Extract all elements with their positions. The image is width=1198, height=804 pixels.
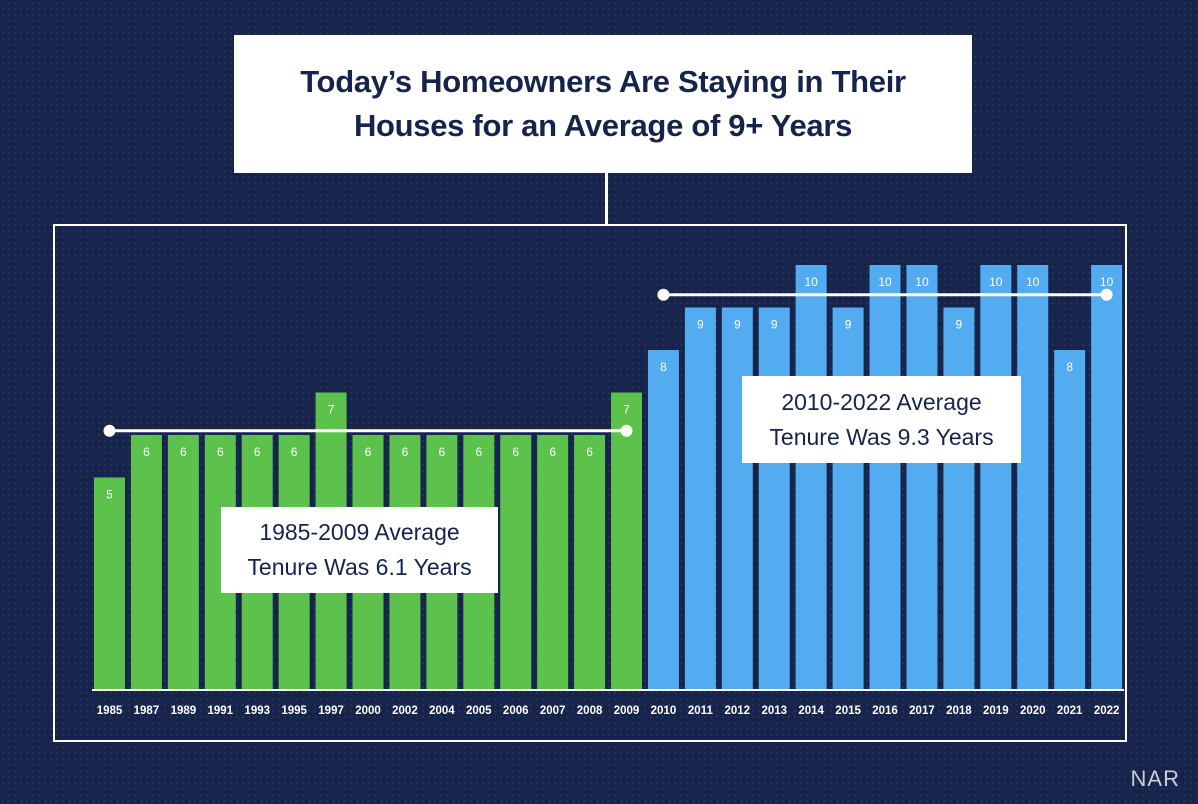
- x-tick-label-2005: 2005: [466, 705, 492, 717]
- bar-value-label-2015: 9: [845, 318, 852, 332]
- bar-value-label-1989: 6: [180, 445, 187, 459]
- early-average-end-dot: [620, 424, 633, 437]
- x-tick-label-2004: 2004: [429, 705, 455, 717]
- bar-value-label-2012: 9: [734, 318, 741, 332]
- bar-value-label-2005: 6: [475, 445, 482, 459]
- x-tick-label-1997: 1997: [318, 705, 344, 717]
- bar-value-label-2004: 6: [439, 445, 446, 459]
- bar-2010: [647, 350, 679, 690]
- bar-1989: [167, 435, 199, 690]
- bar-2008: [574, 435, 606, 690]
- chart-title: Today’s Homeowners Are Staying in Their …: [300, 64, 906, 143]
- bar-2022: [1091, 265, 1123, 690]
- bar-value-label-2007: 6: [549, 445, 556, 459]
- bar-value-label-2013: 9: [771, 318, 778, 332]
- recent-average-label-box: 2010-2022 Average Tenure Was 9.3 Years: [742, 376, 1021, 463]
- bar-value-label-2000: 6: [365, 445, 372, 459]
- bar-value-label-2006: 6: [512, 445, 519, 459]
- x-tick-label-2015: 2015: [835, 705, 861, 717]
- title-connector-line: [605, 173, 608, 225]
- bar-2013: [758, 307, 790, 690]
- bar-value-label-2021: 8: [1066, 360, 1073, 374]
- bar-value-label-1985: 5: [106, 488, 113, 502]
- bar-value-label-2009: 7: [623, 403, 630, 417]
- x-tick-label-2010: 2010: [651, 705, 677, 717]
- bar-value-label-2016: 10: [878, 275, 892, 289]
- bar-2012: [721, 307, 753, 690]
- bar-value-label-2020: 10: [1026, 275, 1040, 289]
- x-tick-label-2020: 2020: [1020, 705, 1046, 717]
- x-tick-label-2000: 2000: [355, 705, 381, 717]
- x-tick-label-2019: 2019: [983, 705, 1009, 717]
- x-tick-label-2018: 2018: [946, 705, 972, 717]
- x-tick-label-1985: 1985: [97, 705, 123, 717]
- early-average-start-dot: [103, 424, 116, 437]
- x-tick-label-2014: 2014: [798, 705, 824, 717]
- x-tick-label-2008: 2008: [577, 705, 603, 717]
- bar-2020: [1017, 265, 1049, 690]
- bar-2019: [980, 265, 1012, 690]
- bar-2006: [500, 435, 532, 690]
- bar-value-label-2014: 10: [804, 275, 818, 289]
- brand-logo-nar: NAR: [1130, 766, 1180, 791]
- bar-value-label-2022: 10: [1100, 275, 1114, 289]
- bar-2016: [869, 265, 901, 690]
- x-tick-label-2022: 2022: [1094, 705, 1120, 717]
- bar-value-label-2008: 6: [586, 445, 593, 459]
- x-tick-label-1991: 1991: [207, 705, 233, 717]
- bar-2014: [795, 265, 827, 690]
- bar-value-label-2002: 6: [402, 445, 409, 459]
- bar-2017: [906, 265, 938, 690]
- recent-average-start-dot: [657, 288, 670, 301]
- bar-value-label-2018: 9: [956, 318, 963, 332]
- bar-1987: [130, 435, 162, 690]
- x-tick-label-2017: 2017: [909, 705, 935, 717]
- chart-frame: [53, 224, 1127, 742]
- x-tick-label-1989: 1989: [171, 705, 197, 717]
- early-average-label: 1985-2009 Average Tenure Was 6.1 Years: [247, 519, 472, 580]
- recent-average-label: 2010-2022 Average Tenure Was 9.3 Years: [769, 388, 994, 450]
- bar-value-label-2017: 10: [915, 275, 929, 289]
- bar-value-label-2010: 8: [660, 360, 667, 374]
- bar-2009: [611, 392, 643, 690]
- x-tick-label-1995: 1995: [281, 705, 307, 717]
- recent-average-end-dot: [1100, 288, 1113, 301]
- bar-2015: [832, 307, 864, 690]
- bar-2021: [1054, 350, 1086, 690]
- chart-title-box: Today’s Homeowners Are Staying in Their …: [234, 35, 972, 173]
- bar-2011: [684, 307, 716, 690]
- bar-value-label-2019: 10: [989, 275, 1003, 289]
- x-tick-label-2021: 2021: [1057, 705, 1083, 717]
- x-tick-label-2012: 2012: [725, 705, 751, 717]
- x-tick-label-2016: 2016: [872, 705, 898, 717]
- x-tick-label-2011: 2011: [688, 705, 714, 717]
- bar-value-label-1995: 6: [291, 445, 298, 459]
- x-tick-label-1993: 1993: [244, 705, 270, 717]
- x-tick-label-2006: 2006: [503, 705, 529, 717]
- bar-2007: [537, 435, 569, 690]
- x-tick-label-2013: 2013: [761, 705, 787, 717]
- bar-value-label-1987: 6: [143, 445, 150, 459]
- bar-value-label-1993: 6: [254, 445, 261, 459]
- early-average-label-box: 1985-2009 Average Tenure Was 6.1 Years: [221, 507, 498, 593]
- bar-value-label-1997: 7: [328, 403, 335, 417]
- bar-1985: [94, 477, 125, 690]
- bar-value-label-2011: 9: [697, 318, 704, 332]
- x-tick-label-2002: 2002: [392, 705, 418, 717]
- x-tick-label-2009: 2009: [614, 705, 640, 717]
- bar-2018: [943, 307, 975, 690]
- x-tick-label-2007: 2007: [540, 705, 566, 717]
- bar-value-label-1991: 6: [217, 445, 224, 459]
- x-tick-label-1987: 1987: [134, 705, 160, 717]
